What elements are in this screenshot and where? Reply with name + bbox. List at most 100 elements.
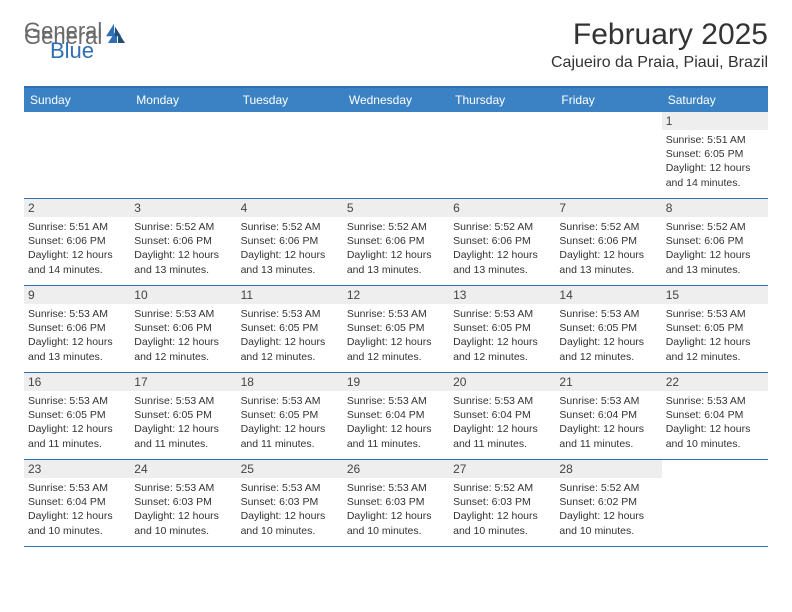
sunrise-text: Sunrise: 5:53 AM xyxy=(241,307,339,321)
calendar-day: 25Sunrise: 5:53 AMSunset: 6:03 PMDayligh… xyxy=(237,460,343,546)
sunrise-text: Sunrise: 5:53 AM xyxy=(134,481,232,495)
daylight-text: Daylight: 12 hours and 13 minutes. xyxy=(559,248,657,276)
sunrise-text: Sunrise: 5:53 AM xyxy=(28,394,126,408)
sunrise-text: Sunrise: 5:52 AM xyxy=(241,220,339,234)
day-number: 2 xyxy=(24,199,130,217)
sunrise-text: Sunrise: 5:53 AM xyxy=(666,394,764,408)
sunrise-text: Sunrise: 5:53 AM xyxy=(241,481,339,495)
sunset-text: Sunset: 6:05 PM xyxy=(241,321,339,335)
day-number: 15 xyxy=(662,286,768,304)
sunset-text: Sunset: 6:04 PM xyxy=(347,408,445,422)
sunrise-text: Sunrise: 5:52 AM xyxy=(453,481,551,495)
page-title: February 2025 xyxy=(551,18,768,52)
day-number: 1 xyxy=(662,112,768,130)
sunrise-text: Sunrise: 5:53 AM xyxy=(453,394,551,408)
sunset-text: Sunset: 6:05 PM xyxy=(666,147,764,161)
daylight-text: Daylight: 12 hours and 10 minutes. xyxy=(666,422,764,450)
day-number: 18 xyxy=(237,373,343,391)
calendar-day: 10Sunrise: 5:53 AMSunset: 6:06 PMDayligh… xyxy=(130,286,236,372)
day-header-mon: Monday xyxy=(130,88,236,112)
daylight-text: Daylight: 12 hours and 13 minutes. xyxy=(241,248,339,276)
sunrise-text: Sunrise: 5:53 AM xyxy=(241,394,339,408)
sunset-text: Sunset: 6:04 PM xyxy=(666,408,764,422)
calendar: Sunday Monday Tuesday Wednesday Thursday… xyxy=(24,86,768,547)
calendar-day: 19Sunrise: 5:53 AMSunset: 6:04 PMDayligh… xyxy=(343,373,449,459)
calendar-week: 16Sunrise: 5:53 AMSunset: 6:05 PMDayligh… xyxy=(24,373,768,460)
sunrise-text: Sunrise: 5:51 AM xyxy=(28,220,126,234)
daylight-text: Daylight: 12 hours and 11 minutes. xyxy=(28,422,126,450)
calendar-day xyxy=(24,112,130,198)
sunrise-text: Sunrise: 5:53 AM xyxy=(134,307,232,321)
daylight-text: Daylight: 12 hours and 12 minutes. xyxy=(453,335,551,363)
sunrise-text: Sunrise: 5:52 AM xyxy=(347,220,445,234)
day-number: 28 xyxy=(555,460,661,478)
daylight-text: Daylight: 12 hours and 11 minutes. xyxy=(559,422,657,450)
sunrise-text: Sunrise: 5:53 AM xyxy=(347,307,445,321)
daylight-text: Daylight: 12 hours and 10 minutes. xyxy=(241,509,339,537)
day-number: 25 xyxy=(237,460,343,478)
day-header-sat: Saturday xyxy=(662,88,768,112)
sunset-text: Sunset: 6:03 PM xyxy=(134,495,232,509)
sunrise-text: Sunrise: 5:53 AM xyxy=(666,307,764,321)
location-subtitle: Cajueiro da Praia, Piaui, Brazil xyxy=(551,54,768,72)
daylight-text: Daylight: 12 hours and 10 minutes. xyxy=(28,509,126,537)
daylight-text: Daylight: 12 hours and 12 minutes. xyxy=(241,335,339,363)
daylight-text: Daylight: 12 hours and 13 minutes. xyxy=(134,248,232,276)
calendar-day: 3Sunrise: 5:52 AMSunset: 6:06 PMDaylight… xyxy=(130,199,236,285)
sunset-text: Sunset: 6:06 PM xyxy=(347,234,445,248)
day-number: 16 xyxy=(24,373,130,391)
sunset-text: Sunset: 6:06 PM xyxy=(134,321,232,335)
calendar-day: 12Sunrise: 5:53 AMSunset: 6:05 PMDayligh… xyxy=(343,286,449,372)
sunset-text: Sunset: 6:06 PM xyxy=(241,234,339,248)
daylight-text: Daylight: 12 hours and 13 minutes. xyxy=(347,248,445,276)
day-number: 13 xyxy=(449,286,555,304)
day-number: 14 xyxy=(555,286,661,304)
calendar-day: 8Sunrise: 5:52 AMSunset: 6:06 PMDaylight… xyxy=(662,199,768,285)
day-number: 10 xyxy=(130,286,236,304)
daylight-text: Daylight: 12 hours and 11 minutes. xyxy=(134,422,232,450)
day-number: 17 xyxy=(130,373,236,391)
daylight-text: Daylight: 12 hours and 10 minutes. xyxy=(453,509,551,537)
daylight-text: Daylight: 12 hours and 10 minutes. xyxy=(347,509,445,537)
day-number: 27 xyxy=(449,460,555,478)
day-number: 26 xyxy=(343,460,449,478)
daylight-text: Daylight: 12 hours and 11 minutes. xyxy=(241,422,339,450)
sunrise-text: Sunrise: 5:51 AM xyxy=(666,133,764,147)
daylight-text: Daylight: 12 hours and 14 minutes. xyxy=(666,161,764,189)
day-number: 22 xyxy=(662,373,768,391)
sunset-text: Sunset: 6:04 PM xyxy=(453,408,551,422)
calendar-body: 1Sunrise: 5:51 AMSunset: 6:05 PMDaylight… xyxy=(24,112,768,547)
calendar-day: 14Sunrise: 5:53 AMSunset: 6:05 PMDayligh… xyxy=(555,286,661,372)
calendar-day xyxy=(130,112,236,198)
day-number: 4 xyxy=(237,199,343,217)
daylight-text: Daylight: 12 hours and 13 minutes. xyxy=(666,248,764,276)
sunset-text: Sunset: 6:04 PM xyxy=(559,408,657,422)
calendar-header-row: Sunday Monday Tuesday Wednesday Thursday… xyxy=(24,88,768,112)
calendar-day: 24Sunrise: 5:53 AMSunset: 6:03 PMDayligh… xyxy=(130,460,236,546)
daylight-text: Daylight: 12 hours and 11 minutes. xyxy=(347,422,445,450)
sunset-text: Sunset: 6:03 PM xyxy=(453,495,551,509)
brand-blue-text: Blue xyxy=(50,38,124,64)
calendar-week: 23Sunrise: 5:53 AMSunset: 6:04 PMDayligh… xyxy=(24,460,768,547)
calendar-week: 2Sunrise: 5:51 AMSunset: 6:06 PMDaylight… xyxy=(24,199,768,286)
sunrise-text: Sunrise: 5:52 AM xyxy=(559,220,657,234)
sunset-text: Sunset: 6:03 PM xyxy=(347,495,445,509)
sunset-text: Sunset: 6:05 PM xyxy=(559,321,657,335)
calendar-day: 6Sunrise: 5:52 AMSunset: 6:06 PMDaylight… xyxy=(449,199,555,285)
daylight-text: Daylight: 12 hours and 11 minutes. xyxy=(453,422,551,450)
calendar-week: 1 Sunrise: 5:51 AMSunset: 6:05 PMDaylight… xyxy=(24,112,768,199)
calendar-day: 11Sunrise: 5:53 AMSunset: 6:05 PMDayligh… xyxy=(237,286,343,372)
sunset-text: Sunset: 6:05 PM xyxy=(134,408,232,422)
sunrise-text: Sunrise: 5:53 AM xyxy=(28,307,126,321)
brand-stack: General Blue xyxy=(24,18,124,64)
day-header-sun: Sunday xyxy=(24,88,130,112)
sunset-text: Sunset: 6:06 PM xyxy=(28,321,126,335)
sunset-text: Sunset: 6:02 PM xyxy=(559,495,657,509)
sunrise-text: Sunrise: 5:52 AM xyxy=(134,220,232,234)
sunrise-text: Sunrise: 5:52 AM xyxy=(453,220,551,234)
calendar-day xyxy=(237,112,343,198)
brand-sail-icon xyxy=(104,22,124,41)
sunrise-text: Sunrise: 5:53 AM xyxy=(347,481,445,495)
day-number: 23 xyxy=(24,460,130,478)
sunrise-text: Sunrise: 5:53 AM xyxy=(453,307,551,321)
